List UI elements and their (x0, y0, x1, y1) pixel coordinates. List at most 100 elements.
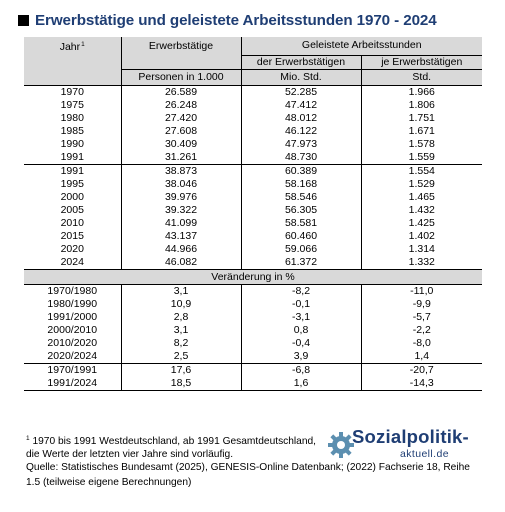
table-row: 2015 43.137 60.460 1.402 (24, 229, 483, 243)
cell-stunden-je: -9,9 (360, 297, 483, 311)
cell-stunden-gesamt: 3,9 (240, 349, 361, 364)
cell-stunden-je: -2,2 (360, 323, 483, 337)
change-row: 1980/1990 10,9 -0,1 -9,9 (24, 297, 483, 311)
header-der-erwerbstaetigen: der Erwerbstätigen (240, 54, 361, 69)
cell-stunden-gesamt: 48.730 (240, 150, 361, 165)
cell-stunden-gesamt: 46.122 (240, 124, 361, 138)
cell-stunden-gesamt: -0,4 (240, 336, 361, 350)
change-row: 1991/2000 2,8 -3,1 -5,7 (24, 310, 483, 324)
footnote-marker: 1 (26, 435, 30, 442)
cell-stunden-je: -5,7 (360, 310, 483, 324)
table-row: 2000 39.976 58.546 1.465 (24, 190, 483, 204)
change-row: 2010/2020 8,2 -0,4 -8,0 (24, 336, 483, 350)
cell-stunden-je: 1.671 (360, 124, 483, 138)
table-row: 2010 41.099 58.581 1.425 (24, 216, 483, 230)
cell-stunden-gesamt: -0,1 (240, 297, 361, 311)
cell-stunden-gesamt: 0,8 (240, 323, 361, 337)
change-row: 1991/2024 18,5 1,6 -14,3 (24, 376, 483, 391)
cell-stunden-je: 1.554 (360, 164, 483, 178)
cell-erwerbstaetige: 17,6 (120, 363, 241, 377)
table-row: 1990 30.409 47.973 1.578 (24, 137, 483, 151)
cell-erwerbstaetige: 38.046 (120, 177, 241, 191)
cell-period: 1970/1980 (47, 284, 98, 297)
cell-period: 1990 (60, 137, 84, 150)
sozialpolitik-logo: Sozialpolitik- aktuell.de (328, 426, 486, 461)
cell-erwerbstaetige: 41.099 (120, 216, 241, 230)
section-row: Veränderung in % (24, 269, 483, 285)
cell-stunden-je: 1.966 (360, 85, 483, 99)
cell-stunden-gesamt: 58.546 (240, 190, 361, 204)
cell-erwerbstaetige: 18,5 (120, 376, 241, 391)
table-row: 1995 38.046 58.168 1.529 (24, 177, 483, 191)
change-row: 1970/1980 3,1 -8,2 -11,0 (24, 284, 483, 298)
cell-stunden-je: 1.425 (360, 216, 483, 230)
cell-stunden-gesamt: 58.168 (240, 177, 361, 191)
header-row-2: der Erwerbstätigen je Erwerbstätigen (24, 54, 483, 69)
cell-period: 2020/2024 (24, 349, 121, 364)
logo-domain: aktuell.de (400, 448, 449, 460)
cell-period: 1991 (60, 164, 84, 177)
cell-period: 1975 (60, 98, 84, 111)
cell-stunden-gesamt: 47.412 (240, 98, 361, 112)
cell-stunden-je: 1.402 (360, 229, 483, 243)
table-row: 1991 31.261 48.730 1.559 (24, 150, 483, 165)
header-je-erwerbstaetigen: je Erwerbstätigen (360, 54, 483, 69)
cell-period: 2010/2020 (47, 336, 98, 349)
cell-erwerbstaetige: 46.082 (120, 255, 241, 270)
cell-period: 1970/1991 (47, 363, 98, 376)
cell-erwerbstaetige: 3,1 (120, 323, 241, 337)
cell-stunden-gesamt: 60.460 (240, 229, 361, 243)
cell-stunden-gesamt: 61.372 (240, 255, 361, 270)
cell-period: 2000 (60, 190, 84, 203)
table-row: 2020 44.966 59.066 1.314 (24, 242, 483, 256)
cell-period: 2005 (60, 203, 84, 216)
cell-erwerbstaetige: 31.261 (120, 150, 241, 165)
cell-erwerbstaetige: 38.873 (120, 164, 241, 178)
cell-erwerbstaetige: 27.608 (120, 124, 241, 138)
change-row: 2020/2024 2,5 3,9 1,4 (24, 349, 483, 364)
header-empty-cell (24, 55, 121, 69)
change-row: 2000/2010 3,1 0,8 -2,2 (24, 323, 483, 337)
change-row: 1970/1991 17,6 -6,8 -20,7 (24, 363, 483, 377)
table-row: 1975 26.248 47.412 1.806 (24, 98, 483, 112)
cell-stunden-je: 1.314 (360, 242, 483, 256)
cell-erwerbstaetige: 27.420 (120, 111, 241, 125)
cell-period: 2024 (24, 255, 121, 270)
section-label-veraenderung: Veränderung in % (24, 269, 483, 285)
cell-stunden-gesamt: 47.973 (240, 137, 361, 151)
cell-stunden-je: -8,0 (360, 336, 483, 350)
cell-stunden-gesamt: 52.285 (240, 85, 361, 99)
cell-period: 1995 (60, 177, 84, 190)
cell-stunden-gesamt: 59.066 (240, 242, 361, 256)
cell-erwerbstaetige: 44.966 (120, 242, 241, 256)
data-table: Jahr1 Erwerbstätige Geleistete Arbeitsst… (24, 37, 483, 391)
header-arbeitsstunden: Geleistete Arbeitsstunden (240, 37, 483, 55)
cell-stunden-je: 1.465 (360, 190, 483, 204)
cell-erwerbstaetige: 2,8 (120, 310, 241, 324)
header-row-units: Personen in 1.000 Mio. Std. Std. (24, 68, 483, 86)
header-jahr-footnote-marker: 1 (81, 41, 85, 48)
table-row: 2024 46.082 61.372 1.332 (24, 255, 483, 270)
table-row: 1970 26.589 52.285 1.966 (24, 85, 483, 99)
cell-erwerbstaetige: 3,1 (120, 284, 241, 298)
cell-stunden-gesamt: -3,1 (240, 310, 361, 324)
cell-stunden-gesamt: 1,6 (240, 376, 361, 391)
header-jahr: Jahr1 (24, 37, 121, 55)
cell-period: 1980 (60, 111, 84, 124)
cell-period: 2015 (60, 229, 84, 242)
cell-stunden-gesamt: 58.581 (240, 216, 361, 230)
footnote-text: 1970 bis 1991 Westdeutschland, ab 1991 G… (26, 436, 317, 460)
cell-stunden-je: 1.332 (360, 255, 483, 270)
cell-erwerbstaetige: 8,2 (120, 336, 241, 350)
cell-erwerbstaetige: 43.137 (120, 229, 241, 243)
logo-name: Sozialpolitik- (352, 426, 469, 447)
table-row: 1980 27.420 48.012 1.751 (24, 111, 483, 125)
header-unit-mio: Mio. Std. (240, 68, 361, 86)
cell-period: 1991/2000 (47, 310, 98, 323)
source-note: Quelle: Statistisches Bundesamt (2025), … (26, 462, 470, 488)
cell-erwerbstaetige: 10,9 (120, 297, 241, 311)
cell-period: 1991/2024 (24, 376, 121, 391)
cell-stunden-je: 1.432 (360, 203, 483, 217)
cell-erwerbstaetige: 26.248 (120, 98, 241, 112)
cell-stunden-je: 1.578 (360, 137, 483, 151)
